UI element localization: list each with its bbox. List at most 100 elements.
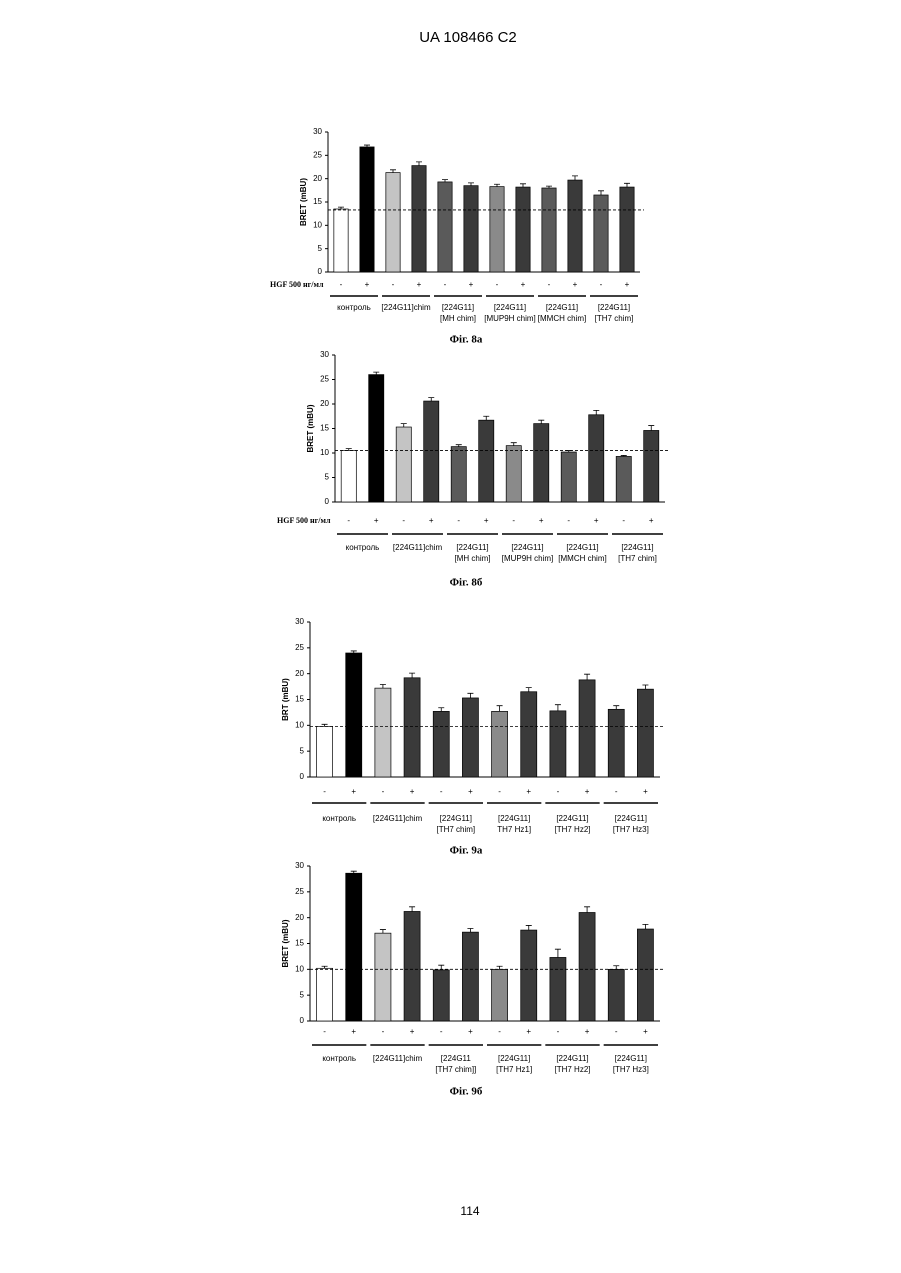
y-tick-label: 0 — [318, 267, 323, 276]
x-tick-label: + — [410, 787, 415, 796]
y-tick-label: 20 — [313, 174, 322, 183]
y-tick-label: 5 — [300, 990, 305, 999]
error-bar — [593, 410, 599, 414]
error-bar — [401, 424, 407, 427]
error-bar — [642, 924, 648, 929]
group-label: [TH7 Hz3] — [613, 825, 649, 834]
x-tick-label: - — [382, 1027, 385, 1036]
group-label: [224G11] — [598, 303, 630, 312]
bar — [317, 968, 333, 1021]
x-tick-label: - — [440, 787, 443, 796]
error-bar — [526, 688, 532, 692]
y-tick-label: 5 — [300, 746, 305, 755]
bar — [608, 969, 624, 1021]
error-bar — [642, 685, 648, 689]
x-tick-label: + — [417, 280, 422, 289]
bar — [360, 147, 374, 272]
group-label: [TH7 Hz2] — [554, 825, 590, 834]
x-tick-label: + — [526, 1027, 531, 1036]
error-bar — [390, 170, 396, 173]
y-axis-label: BRET (mBU) — [281, 919, 290, 967]
y-tick-label: 15 — [313, 197, 322, 206]
x-tick-label: + — [469, 280, 474, 289]
error-bar — [468, 183, 474, 186]
bar — [644, 430, 659, 502]
error-bar — [555, 949, 561, 957]
bar — [550, 711, 566, 777]
y-tick-label: 30 — [320, 350, 329, 359]
error-bar — [442, 180, 448, 182]
bar — [620, 187, 634, 272]
y-tick-label: 20 — [320, 399, 329, 408]
x-tick-label: + — [625, 280, 630, 289]
figure-caption: Фіг. 9а — [450, 845, 483, 857]
x-tick-label: - — [444, 280, 447, 289]
group-label: [224G11] — [546, 303, 578, 312]
x-tick-label: - — [323, 787, 326, 796]
group-label: [MMCH chim] — [538, 314, 586, 323]
x-tick-label: + — [468, 787, 473, 796]
error-bar — [409, 907, 415, 912]
x-tick-label: - — [496, 280, 499, 289]
y-tick-label: 30 — [295, 861, 304, 870]
group-label: [TH7 chim] — [595, 314, 634, 323]
error-bar — [438, 708, 444, 712]
x-tick-label: - — [382, 787, 385, 796]
bar — [341, 451, 356, 502]
error-bar — [373, 372, 379, 374]
x-tick-label: + — [585, 1027, 590, 1036]
bar — [424, 401, 439, 502]
bar — [534, 424, 549, 502]
y-tick-label: 15 — [320, 424, 329, 433]
y-tick-label: 10 — [295, 964, 304, 973]
error-bar — [555, 705, 561, 711]
group-label: [224G11] — [615, 814, 647, 823]
group-label: [224G11] — [511, 543, 543, 552]
group-label: [224G11]chim — [373, 1054, 423, 1063]
group-label: TH7 Hz1] — [497, 825, 531, 834]
row-label: HGF 500 нг/мл — [277, 516, 331, 525]
y-tick-label: 10 — [295, 720, 304, 729]
x-tick-label: + — [643, 1027, 648, 1036]
bar — [490, 187, 504, 272]
bar — [492, 969, 508, 1021]
x-tick-label: + — [539, 516, 544, 525]
group-label: контроль — [322, 814, 356, 823]
group-label: [224G11] — [566, 543, 598, 552]
bar — [451, 447, 466, 502]
y-tick-label: 10 — [320, 448, 329, 457]
group-label: [224G11] — [615, 1054, 647, 1063]
x-tick-label: - — [457, 516, 460, 525]
bar — [506, 446, 521, 502]
page-header: UA 108466 C2 — [419, 29, 517, 46]
figure-caption: Фіг. 8а — [450, 334, 483, 346]
bar — [433, 970, 449, 1021]
bar — [521, 930, 537, 1021]
page: UA 108466 C2 114 051015202530BRET (mBU)H… — [0, 0, 901, 1273]
group-label: [224G11] — [442, 303, 474, 312]
error-bar — [584, 674, 590, 680]
group-label: [MUP9H chim] — [484, 314, 536, 323]
x-tick-label: + — [526, 787, 531, 796]
error-bar — [511, 443, 517, 446]
error-bar — [538, 420, 544, 423]
group-label: [224G11]chim — [381, 303, 431, 312]
x-tick-label: + — [374, 516, 379, 525]
group-label: [MUP9H chim] — [502, 554, 554, 563]
group-label: [MH chim] — [455, 554, 491, 563]
group-label: контроль — [346, 543, 380, 552]
bar — [516, 187, 530, 272]
page-number: 114 — [460, 1204, 479, 1218]
x-tick-label: - — [440, 1027, 443, 1036]
y-tick-label: 15 — [295, 695, 304, 704]
bar — [608, 709, 624, 777]
bar — [404, 911, 420, 1021]
x-tick-label: - — [340, 280, 343, 289]
error-bar — [494, 184, 500, 186]
x-tick-label: - — [622, 516, 625, 525]
group-label: [224G11] — [494, 303, 526, 312]
error-bar — [648, 426, 654, 431]
bar — [637, 689, 653, 777]
bar — [579, 913, 595, 1022]
x-tick-label: + — [585, 787, 590, 796]
